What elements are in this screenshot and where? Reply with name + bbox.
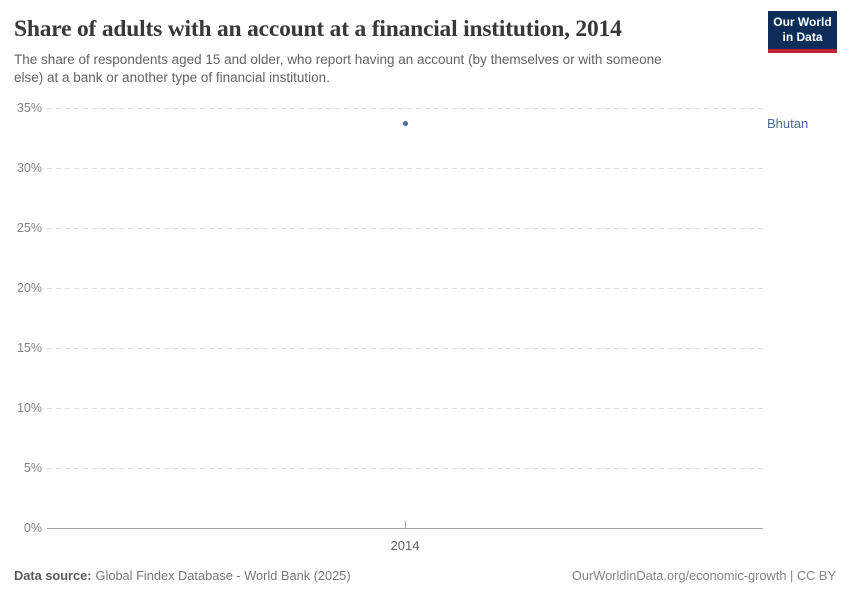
y-gridline-5: [47, 468, 763, 469]
license-note: OurWorldinData.org/economic-growth | CC …: [571, 568, 836, 583]
owid-logo-line2: in Data: [782, 30, 823, 45]
y-gridline-30: [47, 168, 763, 169]
chart-title: Share of adults with an account at a fin…: [14, 16, 622, 42]
y-tick-label-35: 35%: [16, 101, 42, 115]
y-gridline-25: [47, 228, 763, 229]
series-label-bhutan[interactable]: Bhutan: [767, 115, 809, 131]
y-gridline-10: [47, 408, 763, 409]
data-source-text: Global Findex Database - World Bank (202…: [95, 568, 351, 583]
y-gridline-15: [47, 348, 763, 349]
y-tick-label-25: 25%: [16, 221, 42, 235]
y-tick-label-15: 15%: [16, 341, 42, 355]
data-source: Data source: Global Findex Database - Wor…: [14, 568, 351, 583]
y-tick-label-10: 10%: [16, 401, 42, 415]
owid-logo-line1: Our World: [773, 15, 832, 29]
y-tick-label-5: 5%: [23, 461, 42, 475]
data-point-bhutan[interactable]: [402, 121, 408, 127]
y-gridline-20: [47, 288, 763, 289]
y-tick-label-20: 20%: [16, 281, 42, 295]
y-gridline-35: [47, 108, 763, 109]
data-source-label: Data source:: [14, 568, 92, 583]
x-axis-line: [47, 528, 763, 529]
y-tick-label-0: 0%: [23, 521, 42, 535]
owid-logo[interactable]: Our World in Data: [768, 11, 837, 53]
chart-subtitle: The share of respondents aged 15 and old…: [14, 52, 662, 85]
y-tick-label-30: 30%: [16, 161, 42, 175]
x-tick-mark-2014: [405, 521, 406, 528]
x-tick-label-2014: 2014: [390, 538, 420, 553]
